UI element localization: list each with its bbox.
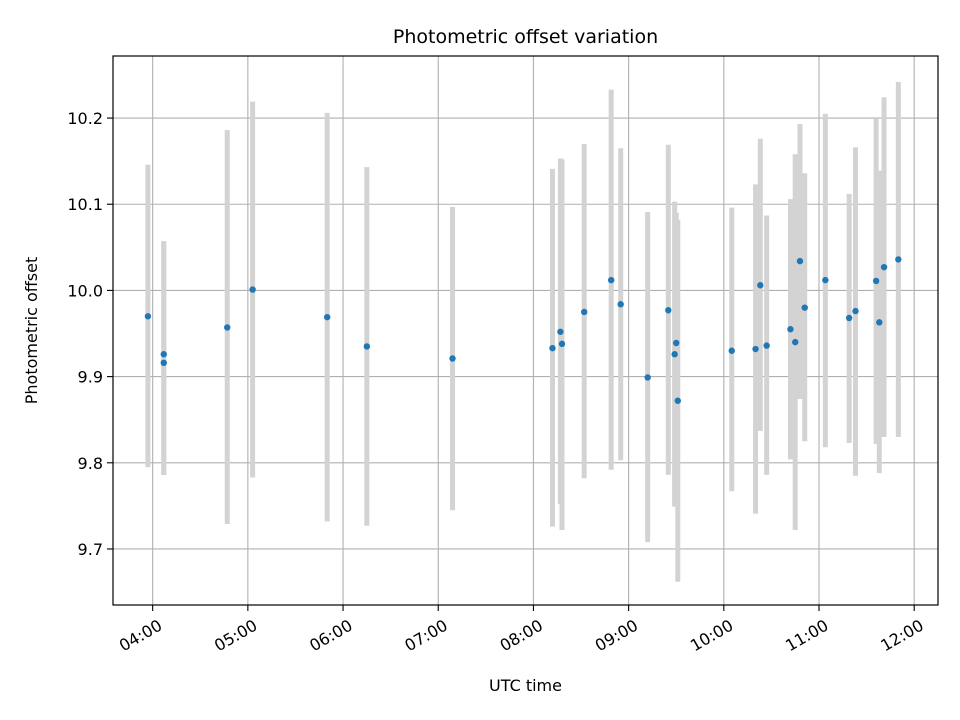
- data-points: [144, 256, 902, 404]
- data-point: [665, 307, 672, 314]
- y-tick-label: 9.7: [78, 540, 103, 559]
- y-tick-label: 9.9: [78, 368, 103, 387]
- data-point: [674, 397, 682, 404]
- data-point: [792, 338, 799, 346]
- data-point: [671, 351, 678, 358]
- data-point: [323, 313, 331, 321]
- data-point: [617, 301, 624, 308]
- data-point: [449, 355, 456, 362]
- data-point: [160, 359, 167, 367]
- plot-frame: [112, 55, 939, 606]
- data-point: [845, 314, 853, 322]
- data-point: [822, 276, 829, 284]
- data-point: [895, 256, 902, 263]
- data-point: [801, 304, 808, 311]
- data-point: [763, 342, 770, 349]
- data-point: [607, 276, 615, 284]
- data-point: [581, 308, 588, 316]
- y-tick-label: 9.8: [78, 454, 103, 473]
- data-point: [728, 347, 735, 354]
- data-point: [787, 326, 794, 333]
- data-point: [224, 324, 231, 331]
- y-axis-ticks: 9.7 9.8 9.9 10.0 10.1 10.2: [67, 109, 113, 559]
- data-point: [160, 351, 167, 358]
- data-point: [557, 328, 564, 335]
- data-point: [673, 339, 680, 347]
- data-point: [796, 257, 804, 265]
- y-tick-label: 10.0: [67, 281, 103, 300]
- data-point: [249, 286, 256, 293]
- y-tick-label: 10.2: [67, 109, 103, 128]
- data-point: [144, 313, 152, 320]
- data-point: [872, 277, 880, 285]
- y-tick-label: 10.1: [67, 195, 103, 214]
- data-point: [752, 345, 759, 353]
- y-axis-label: Photometric offset: [22, 257, 41, 405]
- x-axis-label: UTC time: [489, 676, 562, 695]
- data-point: [876, 319, 883, 326]
- data-point: [558, 340, 566, 348]
- data-point: [549, 344, 556, 352]
- data-point: [852, 307, 859, 315]
- data-point: [363, 343, 371, 350]
- data-point: [757, 282, 764, 289]
- data-point: [644, 374, 651, 381]
- data-point: [880, 263, 888, 271]
- chart-title: Photometric offset variation: [393, 26, 658, 48]
